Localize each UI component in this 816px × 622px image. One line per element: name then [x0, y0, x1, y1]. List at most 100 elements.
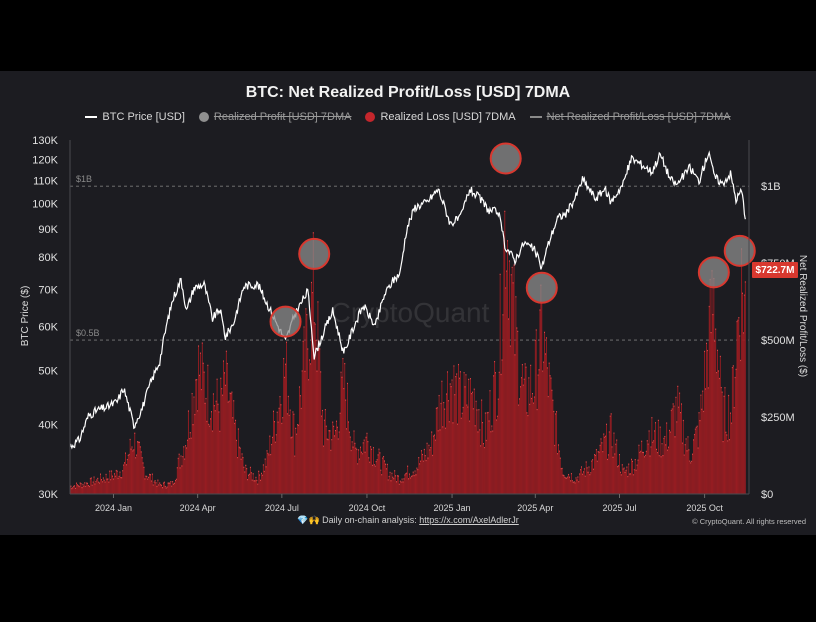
loss-bar-top [284, 376, 286, 379]
loss-bar [233, 400, 235, 494]
loss-bar-top [692, 453, 694, 455]
loss-bar-top [199, 352, 201, 354]
loss-bar [736, 320, 738, 494]
legend-item-net-realized[interactable]: Net Realized Profit/Loss [USD] 7DMA [529, 111, 731, 123]
loss-bar-top [228, 400, 230, 402]
loss-bar [669, 431, 671, 494]
loss-bar [705, 342, 707, 494]
loss-bar [608, 431, 610, 494]
loss-bar-top [637, 459, 639, 461]
loss-bar-top [297, 424, 299, 426]
loss-bar-top [107, 478, 109, 480]
loss-bar-top [405, 473, 407, 475]
loss-bar [525, 366, 527, 494]
loss-bar [606, 423, 607, 494]
loss-bar-top [435, 407, 437, 410]
loss-bar-top [172, 481, 174, 483]
loss-bar-top [337, 438, 339, 440]
loss-bar [542, 370, 544, 494]
loss-bar-top [423, 448, 425, 451]
loss-bar-top [532, 393, 533, 395]
loss-bar-top [294, 455, 296, 457]
loss-bar-top [682, 419, 684, 422]
loss-bar-top [663, 437, 665, 440]
loss-bar [168, 482, 170, 494]
loss-bar-top [442, 426, 444, 428]
loss-bar-top [570, 480, 571, 482]
loss-bar [218, 411, 220, 494]
loss-bar-top [633, 469, 635, 471]
loss-bar [187, 439, 188, 494]
loss-bar [316, 370, 318, 494]
loss-bar-top [277, 421, 279, 423]
loss-bar-top [684, 444, 686, 446]
loss-bar-top [417, 469, 419, 471]
loss-bar-top [291, 436, 293, 438]
legend-item-realized-loss[interactable]: Realized Loss [USD] 7DMA [365, 111, 516, 123]
diamond-hands-icon: 💎🙌 [297, 515, 320, 525]
loss-bar-top [324, 409, 326, 411]
loss-bar [123, 464, 125, 494]
loss-bar [313, 322, 315, 494]
loss-bar [134, 432, 136, 494]
loss-bar [270, 453, 272, 494]
legend-item-realized-profit[interactable]: Realized Profit [USD] 7DMA [198, 111, 351, 123]
loss-bar [425, 459, 427, 494]
loss-bar-top [719, 355, 721, 358]
loss-bar-top [359, 458, 360, 460]
loss-bar-top [184, 458, 186, 460]
loss-bar-top [462, 406, 464, 409]
loss-bar-top [326, 438, 328, 440]
loss-bar [343, 387, 345, 494]
loss-bar-top [78, 485, 80, 488]
loss-bar [510, 274, 512, 494]
loss-bar [586, 467, 588, 494]
legend-item-btc-price[interactable]: BTC Price [USD] [85, 111, 185, 123]
loss-bar [602, 451, 604, 494]
loss-bar-top [261, 474, 263, 476]
loss-bar [163, 481, 165, 494]
loss-bar-top [685, 438, 687, 440]
loss-bar-top [215, 400, 217, 402]
loss-bar [293, 413, 295, 494]
loss-bar [283, 358, 285, 494]
loss-bar-top [642, 451, 644, 454]
loss-bar-top [536, 408, 538, 411]
loss-bar-top [546, 367, 548, 369]
loss-bar [385, 468, 387, 494]
loss-bar [418, 457, 420, 494]
footer-link[interactable]: https://x.com/AxelAdlerJr [419, 515, 519, 525]
loss-bar-top [402, 481, 404, 483]
loss-bar-top [281, 422, 283, 425]
loss-bar [167, 482, 169, 494]
loss-bar [284, 376, 286, 494]
loss-bar [707, 387, 709, 494]
loss-bar [401, 478, 403, 494]
loss-bar-top [201, 342, 203, 344]
loss-bar [210, 418, 212, 494]
loss-bar [335, 429, 336, 494]
loss-bar [501, 359, 503, 494]
loss-bar-top [93, 476, 95, 478]
loss-bar [328, 430, 330, 494]
loss-bar [356, 448, 358, 494]
loss-bar-top [225, 350, 227, 352]
loss-bar [156, 485, 158, 494]
loss-bar [728, 394, 730, 494]
loss-bar-top [73, 485, 75, 488]
loss-bar [298, 386, 300, 494]
loss-bar-top [467, 406, 469, 408]
loss-bar [563, 475, 565, 494]
loss-bar-top [123, 464, 125, 466]
loss-bar [198, 345, 200, 494]
loss-bar-top [205, 397, 207, 400]
loss-bar-top [566, 477, 568, 479]
loss-bar-top [336, 426, 338, 428]
loss-bar [592, 459, 594, 494]
loss-bar-top [427, 457, 429, 459]
loss-bar-top [114, 475, 116, 477]
loss-bar [724, 387, 726, 494]
loss-bar-top [91, 484, 93, 486]
loss-bar [426, 442, 428, 494]
loss-bar [194, 413, 196, 494]
